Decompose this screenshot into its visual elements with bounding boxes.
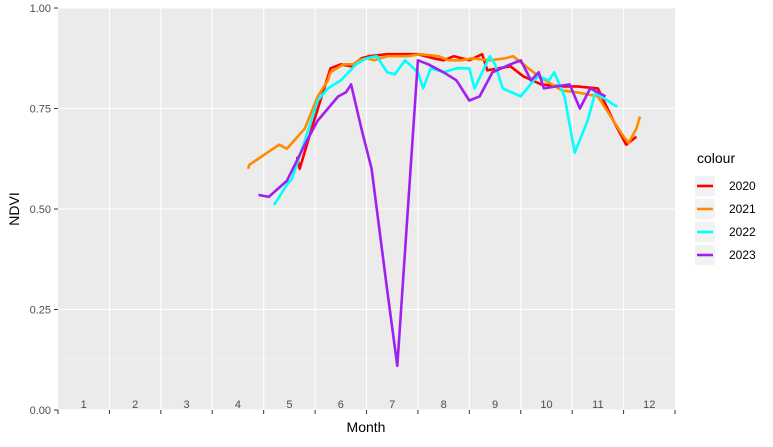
legend-label-2021: 2021 <box>729 202 756 216</box>
y-tick-label: 1.00 <box>30 3 51 15</box>
series-line-2021 <box>246 52 642 170</box>
month-label: 1 <box>81 399 87 411</box>
axes: 0.00 0.25 0.50 0.75 1.00 <box>30 3 676 417</box>
y-tick-label: 0.50 <box>30 204 51 216</box>
month-label: 7 <box>389 399 395 411</box>
month-label: 4 <box>235 399 241 411</box>
month-label: 12 <box>643 399 655 411</box>
series-line-2023 <box>258 59 607 368</box>
month-label: 9 <box>492 399 498 411</box>
grid-lines <box>58 7 675 411</box>
legend-title: colour <box>697 150 735 166</box>
month-label: 8 <box>441 399 447 411</box>
month-labels: 1 2 3 4 5 6 7 8 9 10 11 12 <box>81 399 656 411</box>
y-axis-title: NDVI <box>6 192 22 225</box>
legend-label-2020: 2020 <box>729 179 756 193</box>
month-label: 6 <box>338 399 344 411</box>
y-tick-label: 0.75 <box>30 104 51 116</box>
month-label: 3 <box>183 399 189 411</box>
month-label: 2 <box>132 399 138 411</box>
legend: colour 2020 2021 2022 2023 <box>695 150 756 265</box>
legend-items: 2020 2021 2022 2023 <box>695 176 756 265</box>
legend-label-2022: 2022 <box>729 225 756 239</box>
month-label: 11 <box>592 399 603 411</box>
series-line-2022 <box>272 54 618 206</box>
legend-label-2023: 2023 <box>729 248 756 262</box>
y-tick-label: 0.25 <box>30 305 51 317</box>
y-tick-label: 0.00 <box>30 405 51 417</box>
month-label: 10 <box>540 399 552 411</box>
x-axis-title: Month <box>347 419 386 435</box>
series-lines <box>246 52 642 368</box>
month-label: 5 <box>286 399 292 411</box>
